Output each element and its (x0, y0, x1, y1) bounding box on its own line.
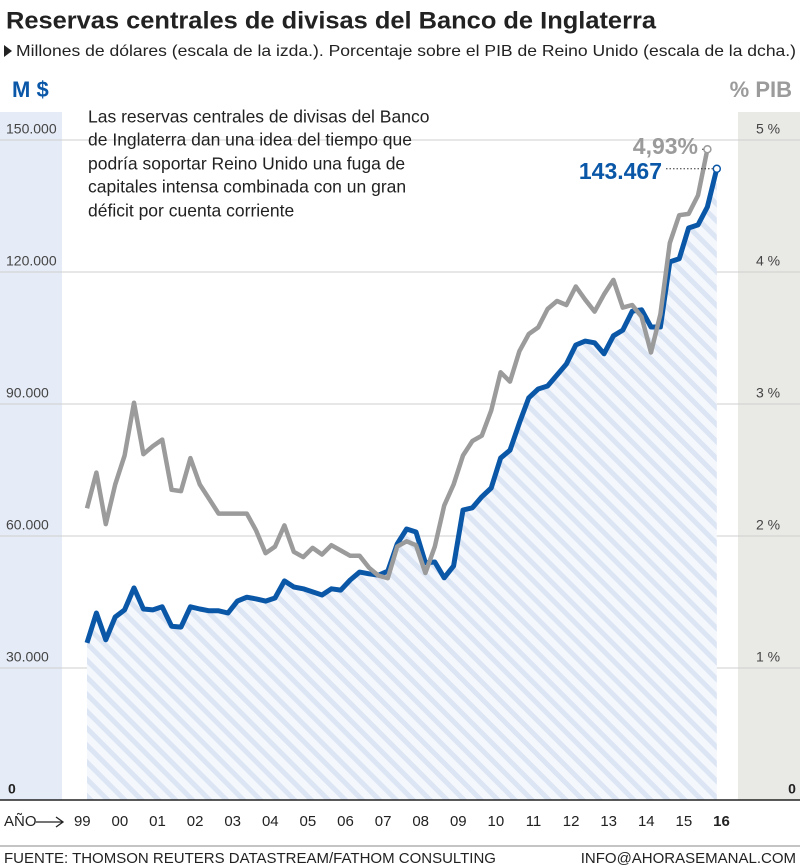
y-axis-label: M $ (12, 77, 49, 102)
x-tick-label: 01 (149, 813, 166, 830)
source: FUENTE: THOMSON REUTERS DATASTREAM/FATHO… (4, 850, 496, 867)
annotation-line: capitales intensa combinada con un gran (88, 177, 406, 197)
x-tick-label: 08 (412, 813, 429, 830)
y-tick-label: 120.000 (6, 253, 57, 269)
y2-tick-label: 4 % (756, 253, 780, 269)
annotation: Las reservas centrales de divisas del Ba… (88, 107, 429, 221)
x-tick-label: 14 (638, 813, 655, 830)
end-point (712, 164, 722, 173)
area (87, 168, 717, 800)
x-tick-label: 13 (600, 813, 617, 830)
x-tick-label: 09 (450, 813, 467, 830)
x-tick-label: 12 (563, 813, 580, 830)
y2-tick-label: 0 (788, 781, 796, 797)
x-tick-label: 03 (224, 813, 241, 830)
y2-tick-label: 2 % (756, 517, 780, 533)
right-axis-band (738, 112, 800, 800)
y-tick-label: 60.000 (6, 517, 49, 533)
y-tick-label: 0 (8, 781, 16, 797)
x-tick-label: 16 (713, 813, 730, 830)
bullet (4, 45, 12, 57)
x-tick-label: 06 (337, 813, 354, 830)
x-tick-label: 10 (488, 813, 505, 830)
y-tick-label: 30.000 (6, 649, 49, 665)
series-line (84, 148, 710, 581)
y2-tick-label: 3 % (756, 385, 780, 401)
x-tick-label: 05 (300, 813, 317, 830)
y2-tick-label: 5 % (756, 121, 780, 137)
y-tick-label: 90.000 (6, 385, 49, 401)
data-label: 143.467 (579, 158, 662, 184)
x-tick-label: 15 (676, 813, 693, 830)
chart-title: Reservas centrales de divisas del Banco … (6, 7, 657, 34)
annotation-line: podría soportar Reino Unido una fuga de (88, 154, 405, 174)
annotation-line: déficit por cuenta corriente (88, 201, 294, 221)
data-label: 4,93% (633, 133, 698, 159)
x-tick-label: 99 (74, 813, 91, 830)
y-tick-label: 150.000 (6, 121, 57, 137)
left-axis-band (0, 112, 62, 800)
series-line (84, 168, 720, 644)
x-tick-label: 00 (112, 813, 129, 830)
annotation-line: de Inglaterra dan una idea del tiempo qu… (88, 130, 412, 150)
x-axis-arrow (36, 816, 65, 828)
x-tick-label: 07 (375, 813, 392, 830)
x-axis-label: AÑO (4, 813, 37, 830)
credit: INFO@AHORASEMANAL.COM (581, 850, 796, 867)
y2-axis-label: % PIB (730, 77, 792, 102)
subtitle: Millones de dólares (escala de la izda.)… (16, 43, 796, 60)
y2-tick-label: 1 % (756, 649, 780, 665)
end-point (703, 144, 712, 154)
x-tick-label: 04 (262, 813, 279, 830)
x-tick-label: 02 (187, 813, 204, 830)
annotation-line: Las reservas centrales de divisas del Ba… (88, 107, 429, 127)
x-tick-label: 11 (526, 813, 542, 830)
